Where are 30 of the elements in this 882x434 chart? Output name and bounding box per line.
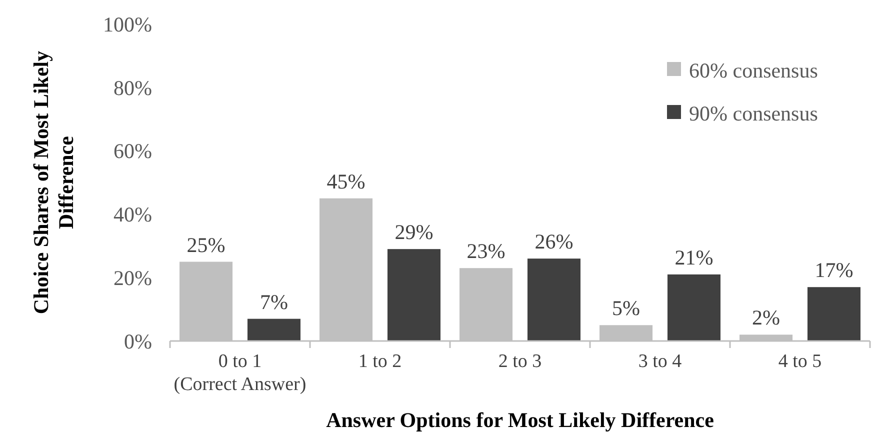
x-tick-label: 2 to 3 — [498, 351, 542, 372]
y-tick-label: 60% — [114, 139, 152, 164]
data-label: 7% — [260, 290, 288, 314]
data-label: 25% — [186, 232, 226, 257]
bar — [667, 274, 720, 341]
data-label: 23% — [466, 239, 506, 264]
x-tick-label: 4 to 5 — [778, 351, 822, 372]
bar — [387, 249, 440, 341]
x-tick-label: 1 to 2 — [358, 351, 402, 372]
y-tick-label: 40% — [114, 202, 152, 227]
y-tick-label: 20% — [114, 266, 152, 290]
bar — [527, 258, 580, 341]
bar — [807, 287, 860, 341]
data-label: 5% — [612, 296, 640, 320]
x-tick-label: 3 to 4 — [638, 351, 682, 372]
x-axis-title: Answer Options for Most Likely Difference — [326, 408, 714, 432]
data-label: 45% — [326, 169, 366, 194]
data-label: 17% — [814, 258, 854, 282]
data-label: 29% — [394, 220, 434, 244]
y-tick-label: 80% — [114, 76, 152, 100]
bar — [247, 318, 300, 341]
x-tick-label: 0 to 1 (Correct Answer) — [174, 351, 306, 395]
y-axis-title: Choice Shares of Most Likely Difference — [29, 50, 78, 314]
legend-label: 90% consensus — [689, 101, 818, 126]
y-tick-label: 0% — [124, 329, 152, 354]
data-label: 2% — [752, 306, 780, 330]
y-tick-label: 100% — [103, 12, 152, 36]
data-label: 26% — [534, 230, 574, 254]
legend-label: 60% consensus — [689, 58, 818, 82]
data-label: 21% — [674, 245, 714, 270]
